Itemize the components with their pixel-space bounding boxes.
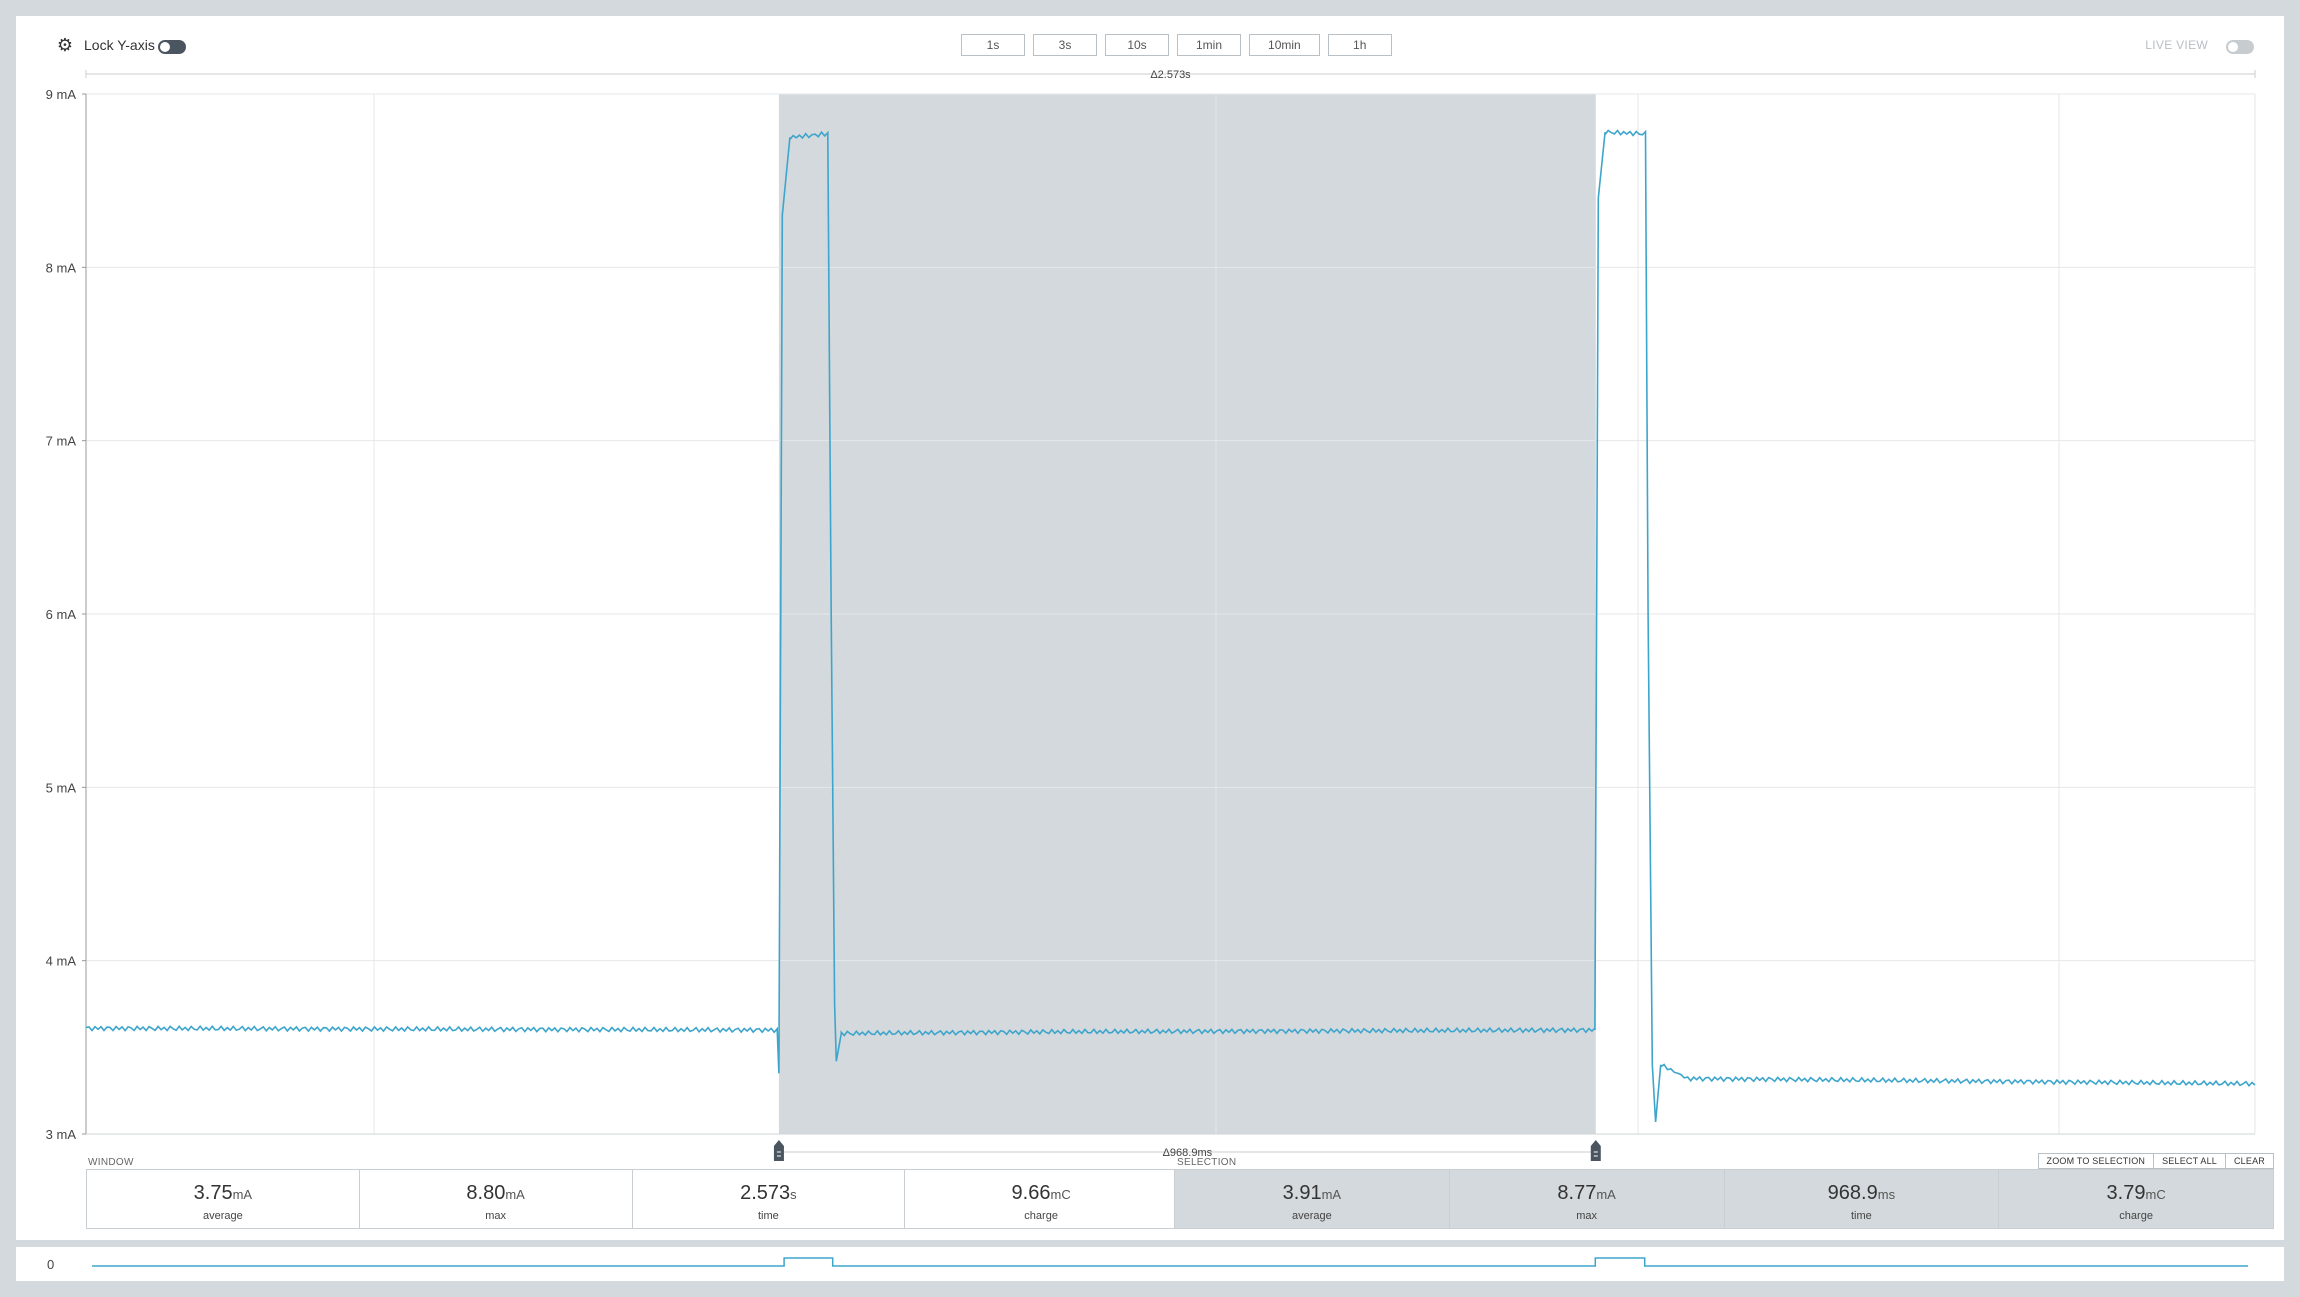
stat-unit: mA: [232, 1187, 253, 1202]
window-stats: 3.75mA average 8.80mA max 2.573s time 9.…: [86, 1169, 1178, 1229]
selection-buttons: ZOOM TO SELECTION SELECT ALL CLEAR: [2037, 1153, 2274, 1169]
stat-caption: time: [1850, 1210, 1872, 1222]
stat-value: 3.91mA: [1175, 1182, 1449, 1205]
chart-toolbar: ⚙ Lock Y-axis 1s 3s 10s 1min 10min 1h LI…: [16, 16, 2284, 66]
stat-caption: max: [1576, 1210, 1598, 1222]
stat-unit: mC: [1050, 1187, 1071, 1202]
window-button-1min[interactable]: 1min: [1177, 34, 1242, 56]
selection-average: 3.91mA average: [1175, 1170, 1450, 1228]
selection-duration-label: Δ968.9ms: [1163, 1147, 1213, 1159]
stat-number: 3.79: [2106, 1182, 2146, 1204]
y-tick-label: 5 mA: [46, 780, 77, 795]
window-button-10min[interactable]: 10min: [1249, 34, 1320, 56]
y-tick-label: 8 mA: [46, 260, 77, 275]
selection-cursor-handle: [1590, 1140, 1601, 1162]
y-tick-label: 4 mA: [46, 954, 77, 969]
window-button-10s[interactable]: 10s: [1105, 34, 1169, 56]
window-average: 3.75mA average: [87, 1170, 360, 1228]
stat-unit: s: [790, 1187, 797, 1202]
stat-caption: average: [1291, 1210, 1332, 1222]
y-tick-label: 3 mA: [46, 1127, 77, 1142]
stat-caption: charge: [1024, 1210, 1058, 1222]
stat-unit: mA: [505, 1187, 525, 1202]
y-tick-label: 9 mA: [46, 87, 77, 102]
window-duration-label: Δ2.573s: [1150, 69, 1191, 81]
selection-charge: 3.79mC charge: [1999, 1170, 2273, 1228]
y-tick-label: 7 mA: [46, 434, 77, 449]
window-charge: 9.66mC charge: [905, 1170, 1177, 1228]
stat-unit: ms: [1877, 1187, 1896, 1202]
select-all-button[interactable]: SELECT ALL: [2154, 1153, 2226, 1169]
stat-number: 3.91: [1282, 1182, 1322, 1204]
gear-icon[interactable]: ⚙: [56, 35, 74, 55]
minimap-svg[interactable]: [16, 1247, 2284, 1281]
stat-caption: max: [485, 1210, 507, 1222]
stat-number: 8.77: [1557, 1182, 1597, 1204]
stat-value: 9.66mC: [905, 1182, 1177, 1205]
minimap-series-line: [92, 1257, 2248, 1267]
selection-time: 968.9ms time: [1725, 1170, 2000, 1228]
stat-value: 8.80mA: [360, 1182, 632, 1205]
window-time: 2.573s time: [633, 1170, 906, 1228]
clear-selection-button[interactable]: CLEAR: [2225, 1153, 2274, 1169]
window-stats-label: WINDOW: [88, 1157, 134, 1168]
stat-number: 3.75: [193, 1182, 233, 1204]
selection-max: 8.77mA max: [1450, 1170, 1725, 1228]
window-max: 8.80mA max: [360, 1170, 633, 1228]
chart-panel: ⚙ Lock Y-axis 1s 3s 10s 1min 10min 1h LI…: [16, 16, 2284, 1240]
stat-number: 8.80: [466, 1182, 506, 1204]
stat-caption: average: [202, 1210, 243, 1222]
lock-y-axis-toggle[interactable]: [158, 40, 186, 54]
stat-caption: time: [757, 1210, 779, 1222]
window-button-1s[interactable]: 1s: [961, 34, 1025, 56]
toggle-knob: [160, 42, 170, 52]
selection-stats: 3.91mA average 8.77mA max 968.9ms time 3…: [1174, 1169, 2274, 1229]
minimap[interactable]: 0: [16, 1247, 2284, 1281]
series-line-0: [85, 129, 2256, 1122]
live-view-label: LIVE VIEW: [2145, 38, 2208, 52]
stat-value: 3.79mC: [1999, 1182, 2273, 1205]
stat-unit: mA: [1321, 1187, 1342, 1202]
stat-unit: mA: [1596, 1187, 1616, 1202]
chart-svg[interactable]: Δ2.573s 9 mA 8 mA 7 mA 6 mA 5 mA 4 mA 3 mA Δ968.…: [16, 56, 2284, 1162]
stat-value: 8.77mA: [1450, 1182, 1724, 1205]
stat-number: 968.9: [1827, 1182, 1878, 1204]
window-button-1h[interactable]: 1h: [1327, 34, 1392, 56]
stat-value: 3.75mA: [87, 1182, 359, 1205]
selection-cursor-handle: [773, 1140, 784, 1162]
selection-stats-label: SELECTION: [1177, 1157, 1237, 1168]
lock-y-axis-label: Lock Y-axis: [84, 37, 155, 53]
stat-number: 2.573: [740, 1182, 791, 1204]
toggle-knob: [2228, 42, 2238, 52]
window-duration-buttons: 1s 3s 10s 1min 10min 1h: [961, 34, 1392, 56]
window-button-3s[interactable]: 3s: [1033, 34, 1097, 56]
stat-unit: mC: [2145, 1187, 2166, 1202]
live-view-toggle[interactable]: [2226, 40, 2254, 54]
stat-value: 968.9ms: [1725, 1182, 1999, 1205]
current-chart[interactable]: Δ2.573s 9 mA 8 mA 7 mA 6 mA 5 mA 4 mA 3 mA Δ968.…: [16, 56, 2284, 1162]
y-tick-label: 6 mA: [46, 607, 77, 622]
zoom-to-selection-button[interactable]: ZOOM TO SELECTION: [2037, 1153, 2155, 1169]
stat-number: 9.66: [1011, 1182, 1051, 1204]
stat-caption: charge: [2119, 1210, 2153, 1222]
minimap-zero-label: 0: [47, 1257, 55, 1272]
stat-value: 2.573s: [633, 1182, 905, 1205]
